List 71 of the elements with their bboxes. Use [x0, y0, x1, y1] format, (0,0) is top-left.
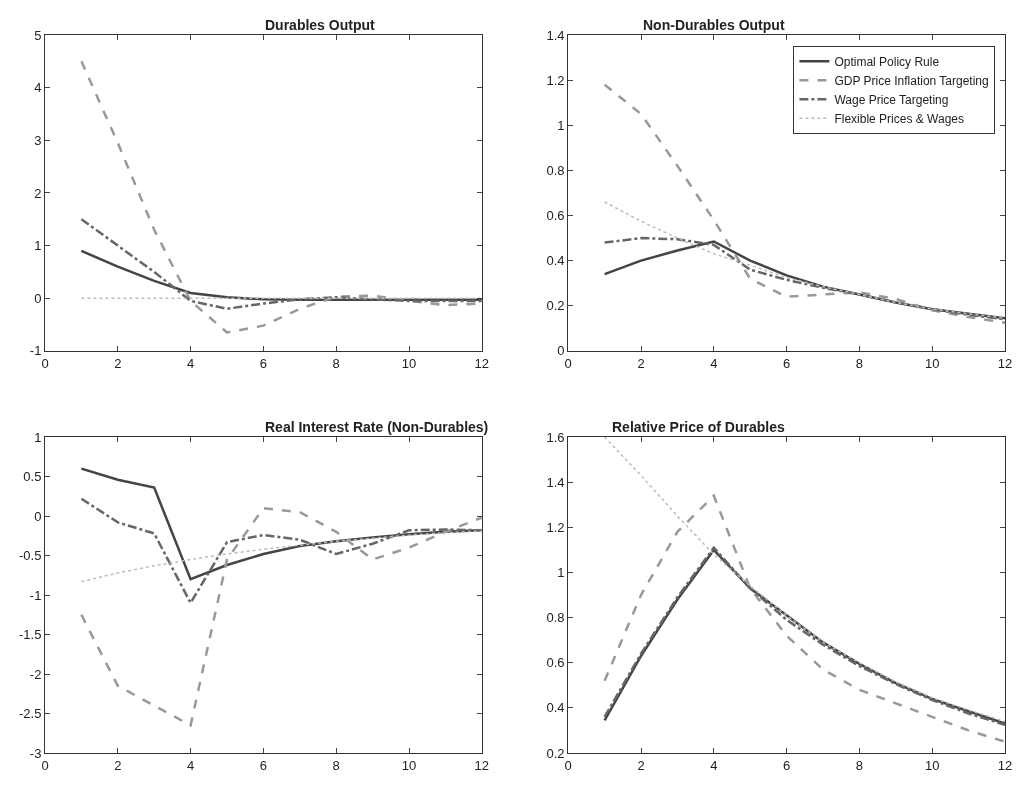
y-tick-label: 0.4: [546, 700, 565, 716]
line-series: [80, 506, 482, 727]
y-tick-label: -1.5: [18, 627, 42, 643]
x-tick-label: 4: [710, 757, 718, 773]
y-tick-label: -2.5: [18, 706, 42, 722]
line-series: [80, 497, 482, 605]
y-tick-label: 1.2: [546, 72, 565, 88]
y-tick-label: 5: [34, 27, 42, 43]
x-tick-label: 8: [332, 355, 340, 371]
y-tick-label: 1.4: [546, 474, 565, 490]
x-tick-label: 4: [186, 757, 195, 773]
line-series: [80, 218, 482, 311]
y-tick-label: 1: [34, 238, 42, 254]
x-tick-label: 6: [259, 355, 268, 371]
y-tick-label: -1: [29, 343, 42, 359]
x-tick-label: 2: [114, 757, 122, 773]
line-series: [603, 201, 1005, 319]
chart-title: Durables Output: [265, 17, 376, 33]
y-tick-label: -1: [29, 587, 42, 603]
y-tick-label: -0.5: [18, 548, 42, 564]
y-tick-label: 0: [34, 290, 42, 306]
x-tick-label: 8: [332, 757, 340, 773]
legend-label: Wage Price Targeting: [834, 92, 949, 107]
y-tick-label: 1: [557, 565, 565, 581]
chart-title: Real Interest Rate (Non-Durables): [265, 419, 489, 435]
y-tick-label: 0.5: [23, 469, 42, 485]
y-tick-label: 1.2: [546, 519, 565, 535]
y-tick-label: 0: [557, 343, 565, 359]
y-tick-label: 0.2: [546, 745, 565, 761]
line-series: [603, 494, 1005, 743]
x-tick-label: 10: [401, 757, 417, 773]
y-tick-label: 0: [34, 508, 42, 524]
x-tick-label: 2: [114, 355, 122, 371]
x-tick-label: 2: [637, 757, 645, 773]
y-tick-label: 0.8: [546, 610, 565, 626]
legend-label: GDP Price Inflation Targeting: [834, 73, 989, 88]
x-tick-label: 4: [710, 355, 718, 371]
y-tick-label: 0.2: [546, 298, 565, 314]
x-tick-label: 6: [782, 757, 791, 773]
y-tick-label: -3: [29, 745, 42, 761]
chart-title: Non-Durables Output: [643, 17, 785, 33]
x-tick-label: 12: [997, 757, 1013, 773]
x-tick-label: 10: [924, 757, 940, 773]
legend-label: Flexible Prices & Wages: [834, 111, 965, 126]
y-tick-label: 0.8: [546, 162, 565, 178]
y-tick-label: 1: [557, 117, 565, 133]
x-tick-label: 8: [855, 355, 864, 371]
y-tick-label: 0.6: [546, 208, 565, 224]
y-tick-label: 3: [34, 132, 42, 148]
y-tick-label: 1.4: [546, 27, 565, 43]
chart-title: Relative Price of Durables: [612, 419, 785, 435]
x-tick-label: 12: [474, 757, 490, 773]
legend-label: Optimal Policy Rule: [834, 54, 940, 69]
y-tick-label: 1.6: [546, 429, 565, 445]
y-tick-label: 2: [34, 185, 42, 201]
y-tick-label: 0.4: [546, 253, 565, 269]
x-tick-label: 8: [855, 757, 864, 773]
x-tick-label: 10: [924, 355, 940, 371]
x-tick-label: 12: [997, 355, 1013, 371]
y-tick-label: -2: [29, 666, 42, 682]
line-series: [80, 530, 482, 583]
x-tick-label: 10: [401, 355, 417, 371]
x-tick-label: 6: [782, 355, 791, 371]
x-tick-label: 12: [474, 355, 490, 371]
x-tick-label: 6: [259, 757, 268, 773]
y-tick-label: 1: [34, 429, 42, 445]
x-tick-label: 4: [186, 355, 195, 371]
x-tick-label: 2: [637, 355, 645, 371]
y-tick-label: 4: [34, 80, 42, 96]
line-series: [603, 437, 1005, 723]
y-tick-label: 0.6: [546, 655, 565, 671]
